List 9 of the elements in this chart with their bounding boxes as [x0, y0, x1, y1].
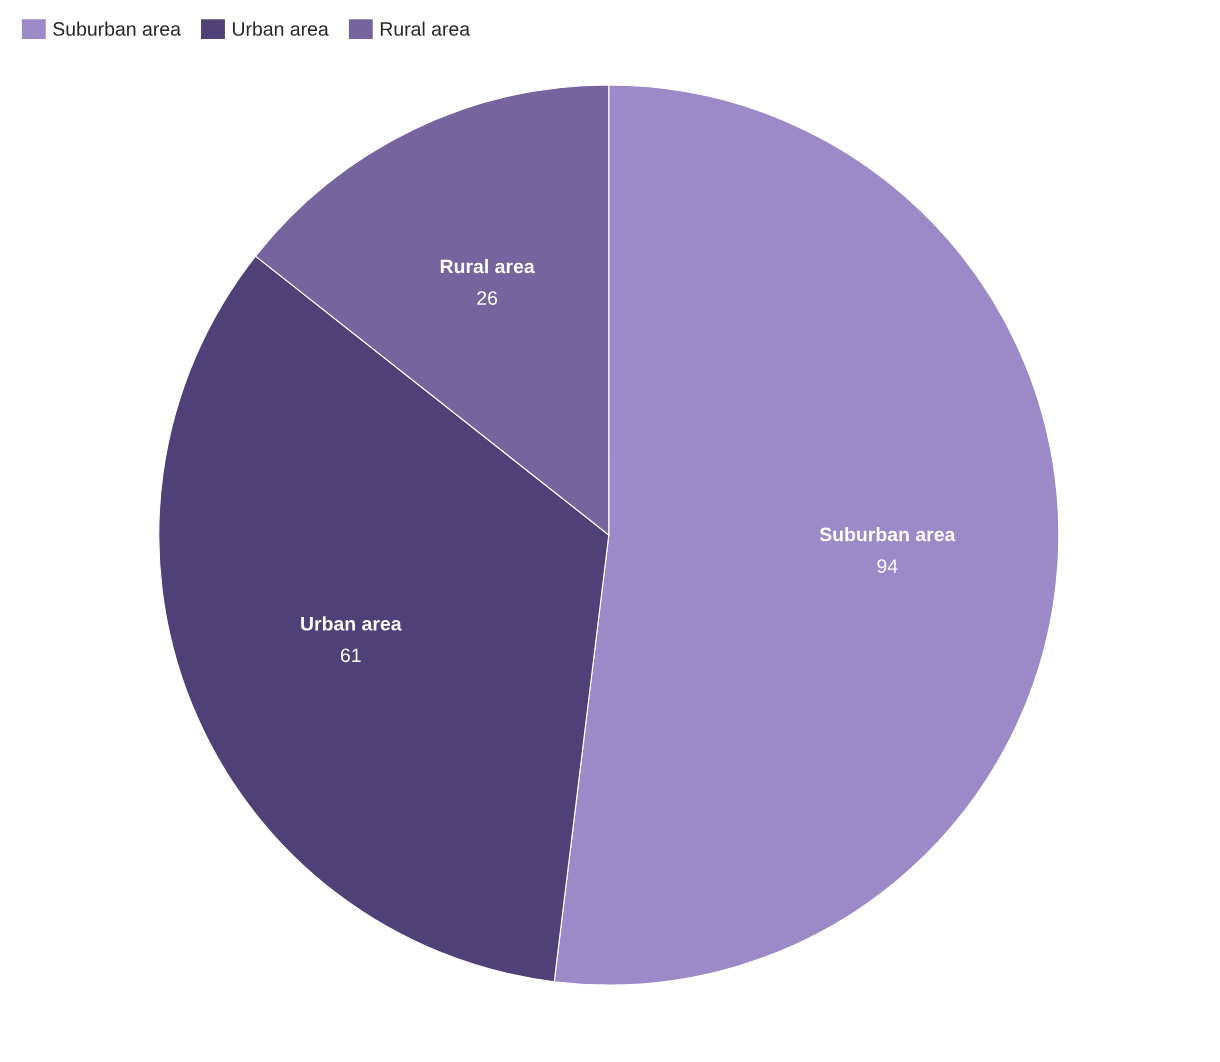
data-label: 94 — [877, 559, 898, 573]
data-label: 26 — [477, 291, 498, 305]
slice-label: Rural area — [440, 259, 535, 274]
slice-label: Urban area — [301, 616, 402, 631]
data-label: 61 — [340, 648, 361, 663]
legend-label: Urban area — [232, 21, 329, 36]
legend-label: Rural area — [380, 21, 471, 36]
legend-label: Suburban area — [53, 21, 181, 36]
slice-label: Suburban area — [819, 527, 956, 542]
